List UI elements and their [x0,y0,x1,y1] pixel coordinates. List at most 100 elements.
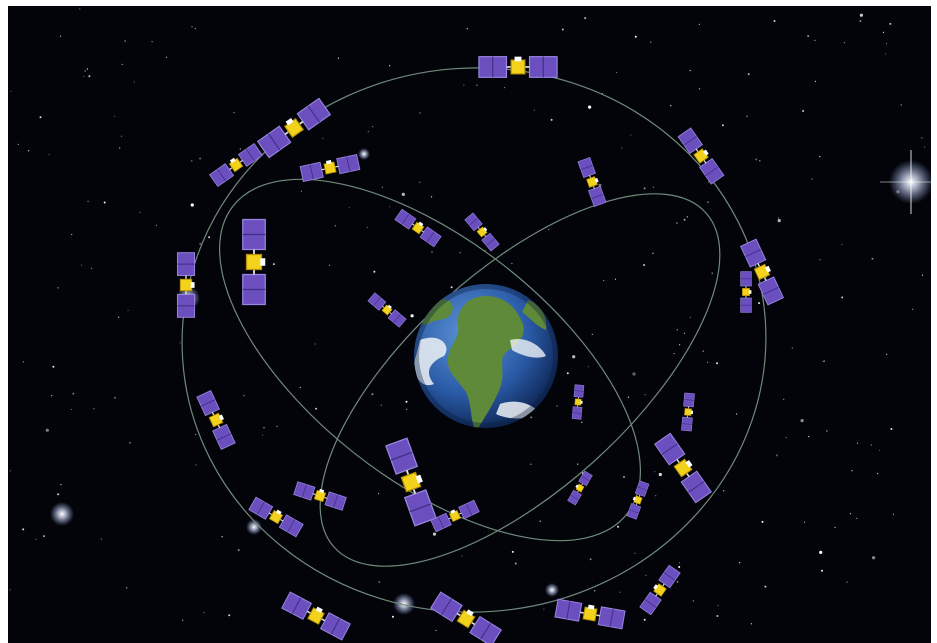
star [707,201,709,203]
star [239,148,241,150]
star [645,574,647,577]
star [10,90,12,92]
star [366,226,368,229]
star [276,425,278,427]
star [57,493,60,496]
star [431,251,433,253]
star [716,362,718,365]
star [406,408,408,410]
star [52,365,55,368]
star [923,146,926,148]
star [86,68,88,70]
star [199,157,202,160]
star [791,347,793,349]
star [543,608,545,610]
star [419,112,421,114]
star [803,521,806,523]
star [889,22,892,25]
star [617,525,619,528]
star [846,581,848,583]
star [199,243,201,245]
star [841,243,843,246]
star [652,252,654,254]
star [461,555,463,557]
star [689,70,691,72]
star [849,513,852,515]
star [670,105,672,107]
star [885,43,888,45]
star [921,137,923,139]
star [233,112,235,114]
star [60,484,62,486]
star [871,257,874,260]
star [45,428,49,432]
star [120,135,123,137]
star [808,436,810,438]
star [129,441,131,444]
star [584,17,587,20]
star [182,619,184,621]
star [43,535,45,538]
star [419,181,421,183]
star [514,562,517,565]
star [773,20,776,22]
star [556,405,558,407]
star [594,590,596,592]
star [764,585,767,588]
star [707,361,709,363]
star [195,464,197,466]
star [315,407,318,410]
star [879,449,881,451]
satellite [681,392,695,432]
satellite [176,252,196,318]
star [692,600,694,602]
satellite [654,432,712,504]
star [623,476,625,478]
star [872,556,876,560]
star [381,186,383,188]
star [431,196,433,198]
satellite [639,564,681,616]
star [775,454,778,457]
star [807,35,810,38]
star [711,272,713,274]
satellite [739,238,785,306]
satellite [394,208,442,248]
star [676,580,679,583]
satellite [429,591,503,643]
satellite [571,384,585,420]
star [717,605,719,607]
star [676,329,678,331]
star [683,332,686,334]
star [511,550,514,553]
star [127,309,129,311]
star [80,264,82,266]
star [539,520,541,522]
star [79,8,81,10]
star [675,222,678,224]
star [300,190,302,192]
star [621,147,623,149]
star [22,361,24,363]
star [103,201,106,204]
star [900,104,902,106]
star [702,350,704,352]
star [632,372,636,376]
star [530,463,532,465]
star [9,470,11,472]
satellite [464,212,500,252]
star [819,259,821,261]
star [190,203,194,207]
star [466,28,468,30]
star [9,589,11,591]
star [698,88,701,90]
star [561,28,564,31]
star [191,160,193,162]
star [603,279,605,282]
star [435,629,437,632]
star [746,115,748,117]
star [747,73,750,76]
star [819,550,823,555]
star [195,433,197,436]
star [314,343,316,345]
